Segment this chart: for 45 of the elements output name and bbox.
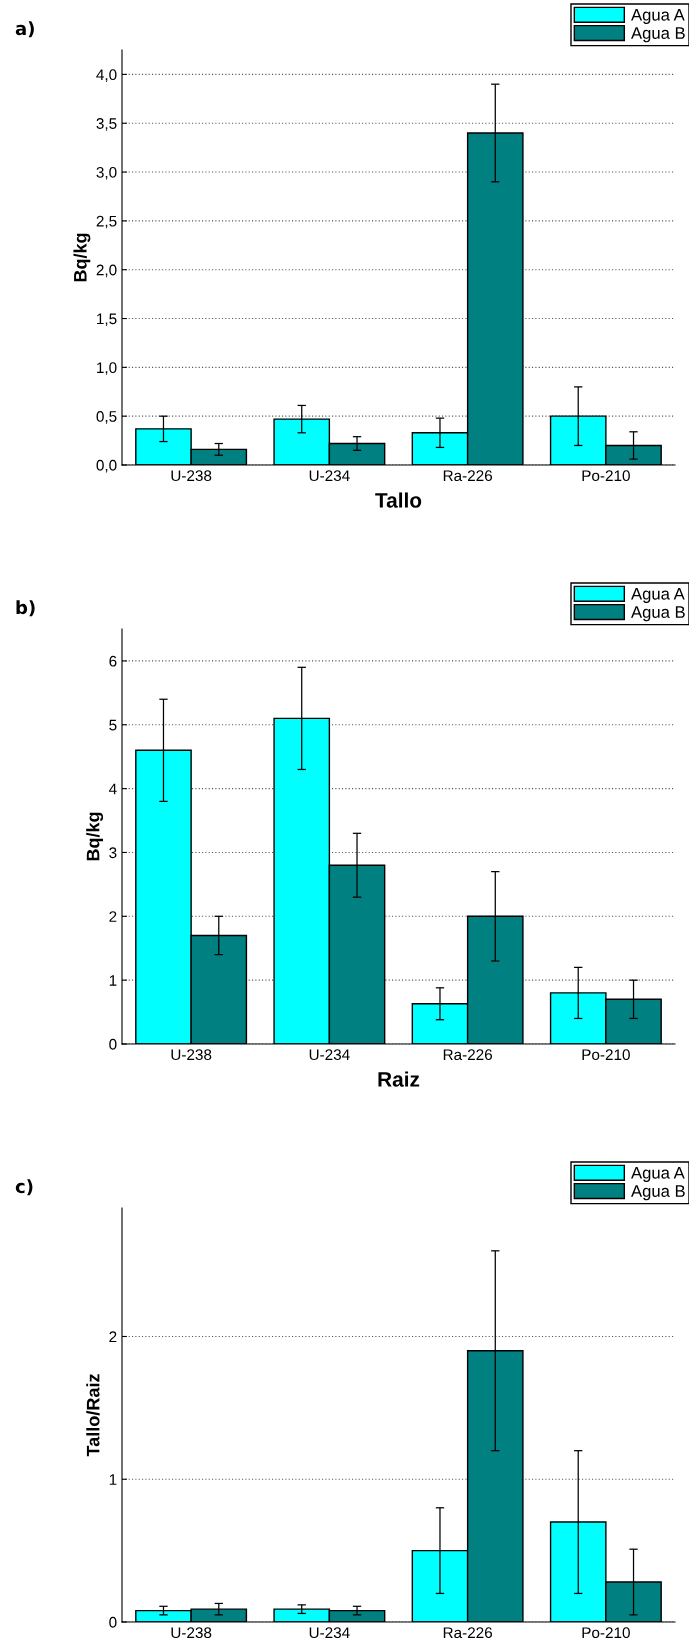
y-tick-label: 2 xyxy=(109,1331,117,1343)
x-tick-label: U-238 xyxy=(171,1627,212,1638)
y-tick-label: 1,0 xyxy=(97,362,117,375)
x-tick-label: Po-210 xyxy=(582,470,630,482)
legend-label: Agua A xyxy=(631,9,685,24)
y-tick-label: 1,5 xyxy=(97,313,117,327)
x-tick-label: Ra-226 xyxy=(443,1049,493,1061)
legend-label: Agua B xyxy=(631,606,685,622)
chart-title: c) xyxy=(15,1179,33,1196)
y-tick-label: 2 xyxy=(109,911,117,922)
x-tick-label: Po-210 xyxy=(582,1627,630,1638)
y-tick-label: 6 xyxy=(109,655,117,667)
legend-label: Agua A xyxy=(631,588,685,603)
x-axis-title: Raiz xyxy=(378,1071,420,1087)
y-axis-title: Bq/kg xyxy=(86,812,104,861)
legend-label: Agua B xyxy=(631,1185,685,1201)
y-tick-label: 0 xyxy=(109,1038,117,1050)
y-tick-label: 3,0 xyxy=(96,166,117,180)
x-axis-title: Tallo xyxy=(375,492,422,508)
y-tick-label: 2,0 xyxy=(96,264,117,278)
y-tick-label: 1 xyxy=(109,975,117,986)
y-tick-label: 4 xyxy=(108,783,117,795)
y-tick-label: 0,5 xyxy=(96,411,117,424)
y-tick-label: 0 xyxy=(109,1616,117,1628)
y-tick-label: 5 xyxy=(109,719,117,731)
y-tick-label: 1 xyxy=(109,1474,117,1485)
x-tick-label: Ra-226 xyxy=(443,470,493,482)
x-tick-label: Ra-226 xyxy=(443,1627,493,1638)
y-axis-title: Bq/kg xyxy=(73,233,91,282)
chart-title: a) xyxy=(15,21,34,38)
x-tick-label: U-234 xyxy=(309,470,350,482)
x-tick-label: Po-210 xyxy=(582,1049,630,1061)
x-tick-label: U-238 xyxy=(171,470,212,482)
y-tick-label: 2,5 xyxy=(96,215,117,229)
legend-label: Agua B xyxy=(631,27,685,43)
y-axis-title: Tallo/Raiz xyxy=(86,1374,100,1457)
y-tick-label: 3,5 xyxy=(96,118,117,131)
x-tick-label: U-234 xyxy=(309,1049,350,1061)
y-tick-label: 3 xyxy=(109,847,117,859)
x-tick-label: U-238 xyxy=(171,1049,212,1061)
legend-label: Agua A xyxy=(631,1167,685,1182)
x-tick-label: U-234 xyxy=(309,1627,350,1638)
chart-title: b) xyxy=(16,600,35,617)
y-tick-label: 4,0 xyxy=(96,69,117,82)
y-tick-label: 0,0 xyxy=(96,459,117,473)
